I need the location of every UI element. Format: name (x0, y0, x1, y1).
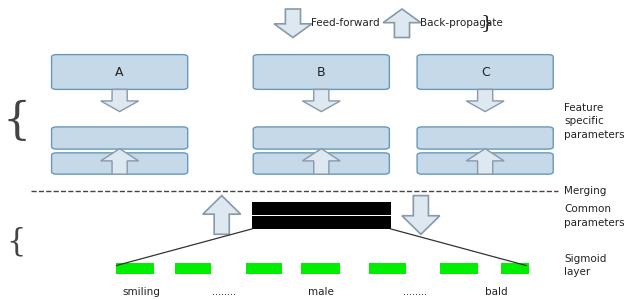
Text: Sigmoid
layer: Sigmoid layer (564, 254, 606, 277)
Text: {: { (2, 100, 30, 143)
Bar (440, 263, 477, 274)
Bar (246, 263, 282, 274)
Polygon shape (467, 89, 504, 112)
FancyBboxPatch shape (417, 127, 553, 149)
Bar (501, 263, 529, 274)
FancyBboxPatch shape (52, 153, 188, 174)
Text: A: A (115, 65, 124, 79)
Bar (116, 263, 154, 274)
Text: {: { (6, 226, 26, 257)
Bar (301, 263, 340, 274)
Text: }: } (481, 14, 493, 32)
FancyBboxPatch shape (52, 55, 188, 89)
FancyBboxPatch shape (417, 55, 553, 89)
Polygon shape (467, 148, 504, 174)
Text: Common
parameters: Common parameters (564, 204, 625, 228)
Bar (369, 263, 406, 274)
Polygon shape (402, 196, 440, 234)
Text: smiling: smiling (123, 286, 161, 297)
Polygon shape (383, 9, 421, 38)
FancyBboxPatch shape (253, 153, 389, 174)
Polygon shape (100, 89, 138, 112)
Polygon shape (274, 9, 312, 38)
Text: bald: bald (485, 286, 508, 297)
Bar (252, 202, 390, 215)
Bar (175, 263, 211, 274)
Polygon shape (302, 148, 340, 174)
Text: B: B (317, 65, 326, 79)
FancyBboxPatch shape (253, 127, 389, 149)
Text: Feature
specific
parameters: Feature specific parameters (564, 103, 625, 140)
Text: Merging: Merging (564, 185, 606, 196)
FancyBboxPatch shape (417, 153, 553, 174)
Polygon shape (302, 89, 340, 112)
FancyBboxPatch shape (253, 55, 389, 89)
Bar (252, 216, 390, 229)
Polygon shape (100, 148, 138, 174)
Text: Feed-forward: Feed-forward (311, 18, 380, 28)
Polygon shape (203, 196, 241, 234)
Text: ........: ........ (212, 286, 236, 297)
Text: C: C (481, 65, 490, 79)
FancyBboxPatch shape (52, 127, 188, 149)
Text: male: male (308, 286, 334, 297)
Text: ........: ........ (403, 286, 427, 297)
Text: Back-propagate: Back-propagate (420, 18, 502, 28)
